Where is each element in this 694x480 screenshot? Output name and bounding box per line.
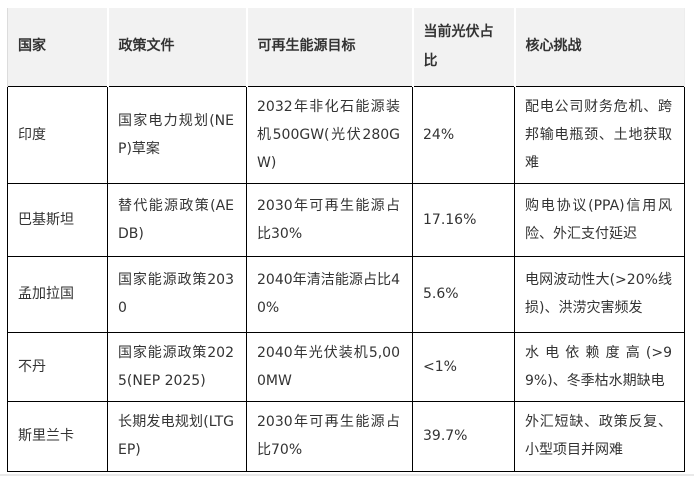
cell-policy: 替代能源政策(AEDB) <box>107 182 247 257</box>
cell-challenges: 外汇短缺、政策反复、小型项目并网难 <box>514 400 685 472</box>
header-cell-pv-share: 当前光伏占比 <box>411 8 515 86</box>
cell-country: 印度 <box>7 85 108 184</box>
table-row: 印度 国家电力规划(NEP)草案 2032年非化石能源装机500GW(光伏280… <box>7 85 685 184</box>
cell-country: 巴基斯坦 <box>7 182 108 257</box>
cell-policy: 国家电力规划(NEP)草案 <box>107 85 247 184</box>
cell-policy: 国家能源政策2030 <box>107 255 247 333</box>
cell-pv-share: 39.7% <box>412 400 515 472</box>
cell-country: 斯里兰卡 <box>7 400 108 472</box>
cell-policy: 国家能源政策2025(NEP 2025) <box>107 331 247 402</box>
policy-table: 国家 政策文件 可再生能源目标 当前光伏占比 核心挑战 印度 国家电力规划(NE… <box>7 8 685 472</box>
cell-country: 孟加拉国 <box>7 255 108 333</box>
cell-country: 不丹 <box>7 331 108 402</box>
page-divider <box>0 474 694 476</box>
table-row: 巴基斯坦 替代能源政策(AEDB) 2030年可再生能源占比30% 17.16%… <box>7 182 685 257</box>
table-row: 斯里兰卡 长期发电规划(LTGEP) 2030年可再生能源占比70% 39.7%… <box>7 400 685 472</box>
cell-pv-share: 5.6% <box>412 255 515 333</box>
cell-pv-share: 24% <box>412 85 515 184</box>
cell-target: 2040年清洁能源占比40% <box>246 255 413 333</box>
cell-target: 2030年可再生能源占比30% <box>246 182 413 257</box>
cell-pv-share: 17.16% <box>412 182 515 257</box>
header-cell-target: 可再生能源目标 <box>245 8 413 86</box>
cell-challenges: 水电依赖度高(>99%)、冬季枯水期缺电 <box>514 331 685 402</box>
table-header-row: 国家 政策文件 可再生能源目标 当前光伏占比 核心挑战 <box>7 8 685 86</box>
table-row: 不丹 国家能源政策2025(NEP 2025) 2040年光伏装机5,000MW… <box>7 331 685 402</box>
cell-challenges: 配电公司财务危机、跨邦输电瓶颈、土地获取难 <box>514 85 685 184</box>
cell-challenges: 电网波动性大(>20%线损)、洪涝灾害频发 <box>514 255 685 333</box>
cell-target: 2030年可再生能源占比70% <box>246 400 413 472</box>
cell-pv-share: <1% <box>412 331 515 402</box>
cell-challenges: 购电协议(PPA)信用风险、外汇支付延迟 <box>514 182 685 257</box>
header-cell-challenges: 核心挑战 <box>513 8 685 86</box>
cell-policy: 长期发电规划(LTGEP) <box>107 400 247 472</box>
header-cell-policy: 政策文件 <box>106 8 247 86</box>
cell-target: 2032年非化石能源装机500GW(光伏280GW) <box>246 85 413 184</box>
cell-target: 2040年光伏装机5,000MW <box>246 331 413 402</box>
header-cell-country: 国家 <box>7 8 108 86</box>
table-row: 孟加拉国 国家能源政策2030 2040年清洁能源占比40% 5.6% 电网波动… <box>7 255 685 333</box>
